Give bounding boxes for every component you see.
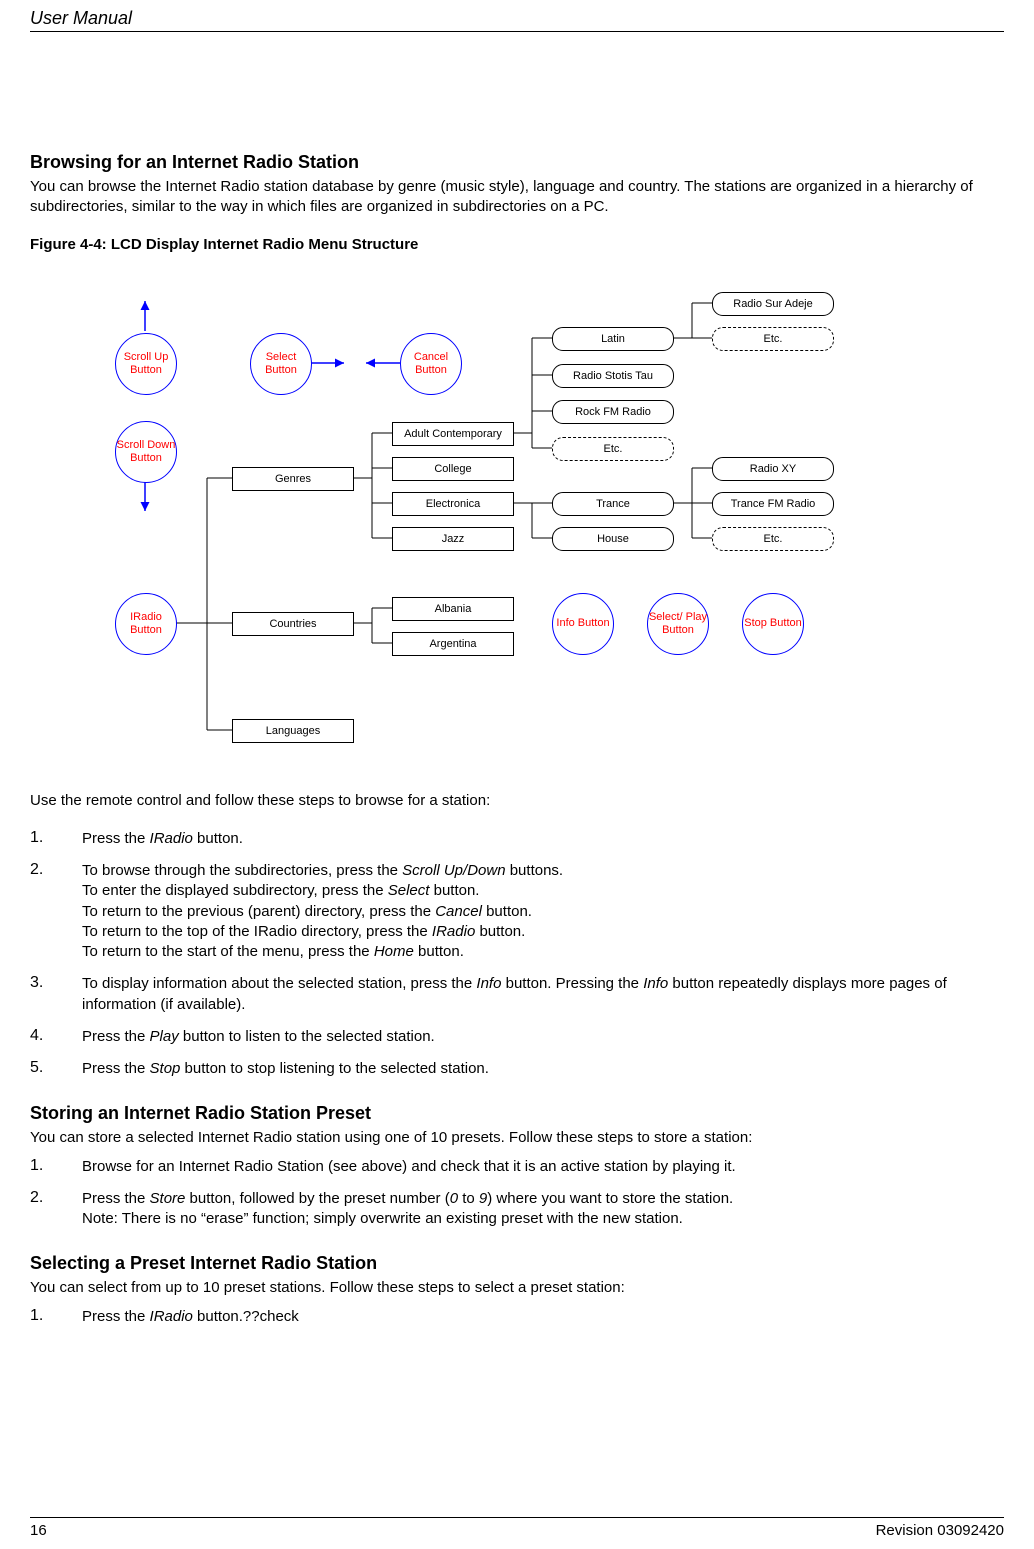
step-item: 1.Press the IRadio button. xyxy=(30,829,1004,849)
step-item: 4.Press the Play button to listen to the… xyxy=(30,1027,1004,1047)
box-radio-sur: Radio Sur Adeje xyxy=(712,292,834,316)
step-body: Press the Play button to listen to the s… xyxy=(82,1027,1004,1047)
steps-select: 1.Press the IRadio button.??check xyxy=(30,1307,1004,1327)
header-rule xyxy=(30,31,1004,32)
diagram-connectors xyxy=(82,283,952,763)
manual-title: User Manual xyxy=(30,8,1004,29)
step-number: 2. xyxy=(30,861,82,962)
step-body: Press the IRadio button. xyxy=(82,829,1004,849)
box-albania: Albania xyxy=(392,597,514,621)
section-selecting-intro: You can select from up to 10 preset stat… xyxy=(30,1278,1004,1298)
step-item: 5.Press the Stop button to stop listenin… xyxy=(30,1059,1004,1079)
section-browsing-intro: You can browse the Internet Radio statio… xyxy=(30,177,1004,218)
box-rock-fm: Rock FM Radio xyxy=(552,400,674,424)
box-electronica: Electronica xyxy=(392,492,514,516)
step-number: 4. xyxy=(30,1027,82,1047)
step-item: 2.Press the Store button, followed by th… xyxy=(30,1189,1004,1230)
scroll-down-bubble: Scroll Down Button xyxy=(115,421,177,483)
step-body: To display information about the selecte… xyxy=(82,974,1004,1015)
box-adult-contemporary: Adult Contemporary xyxy=(392,422,514,446)
step-body: Press the Store button, followed by the … xyxy=(82,1189,1004,1230)
box-trance: Trance xyxy=(552,492,674,516)
section-storing-title: Storing an Internet Radio Station Preset xyxy=(30,1103,1004,1124)
box-radio-stotis: Radio Stotis Tau xyxy=(552,364,674,388)
scroll-up-bubble: Scroll Up Button xyxy=(115,333,177,395)
select-bubble: Select Button xyxy=(250,333,312,395)
box-countries: Countries xyxy=(232,612,354,636)
menu-structure-diagram: Scroll Up Button Select Button Cancel Bu… xyxy=(82,283,952,763)
step-body: To browse through the subdirectories, pr… xyxy=(82,861,1004,962)
box-genres: Genres xyxy=(232,467,354,491)
figure-caption: Figure 4-4: LCD Display Internet Radio M… xyxy=(30,236,1004,253)
box-etc-1: Etc. xyxy=(552,437,674,461)
step-body: Browse for an Internet Radio Station (se… xyxy=(82,1157,1004,1177)
revision-label: Revision 03092420 xyxy=(876,1522,1004,1539)
step-body: Press the IRadio button.??check xyxy=(82,1307,1004,1327)
box-latin: Latin xyxy=(552,327,674,351)
step-number: 1. xyxy=(30,1307,82,1327)
cancel-bubble: Cancel Button xyxy=(400,333,462,395)
box-etc-2: Etc. xyxy=(712,327,834,351)
step-number: 2. xyxy=(30,1189,82,1230)
iradio-bubble: IRadio Button xyxy=(115,593,177,655)
box-etc-3: Etc. xyxy=(712,527,834,551)
section-storing-intro: You can store a selected Internet Radio … xyxy=(30,1128,1004,1148)
page-number: 16 xyxy=(30,1522,47,1539)
step-number: 1. xyxy=(30,1157,82,1177)
page-footer: 16 Revision 03092420 xyxy=(30,1517,1004,1539)
step-number: 1. xyxy=(30,829,82,849)
box-radio-xy: Radio XY xyxy=(712,457,834,481)
steps-browse: 1.Press the IRadio button.2.To browse th… xyxy=(30,829,1004,1080)
stop-bubble: Stop Button xyxy=(742,593,804,655)
step-body: Press the Stop button to stop listening … xyxy=(82,1059,1004,1079)
box-college: College xyxy=(392,457,514,481)
section-browsing-title: Browsing for an Internet Radio Station xyxy=(30,152,1004,173)
info-bubble: Info Button xyxy=(552,593,614,655)
box-house: House xyxy=(552,527,674,551)
steps-store: 1.Browse for an Internet Radio Station (… xyxy=(30,1157,1004,1230)
step-item: 3.To display information about the selec… xyxy=(30,974,1004,1015)
box-jazz: Jazz xyxy=(392,527,514,551)
step-item: 1.Press the IRadio button.??check xyxy=(30,1307,1004,1327)
step-item: 2.To browse through the subdirectories, … xyxy=(30,861,1004,962)
box-argentina: Argentina xyxy=(392,632,514,656)
select-play-bubble: Select/ Play Button xyxy=(647,593,709,655)
box-languages: Languages xyxy=(232,719,354,743)
step-number: 3. xyxy=(30,974,82,1015)
section-selecting-title: Selecting a Preset Internet Radio Statio… xyxy=(30,1253,1004,1274)
step-number: 5. xyxy=(30,1059,82,1079)
step-item: 1.Browse for an Internet Radio Station (… xyxy=(30,1157,1004,1177)
box-trance-fm: Trance FM Radio xyxy=(712,492,834,516)
instructions-intro: Use the remote control and follow these … xyxy=(30,791,1004,811)
